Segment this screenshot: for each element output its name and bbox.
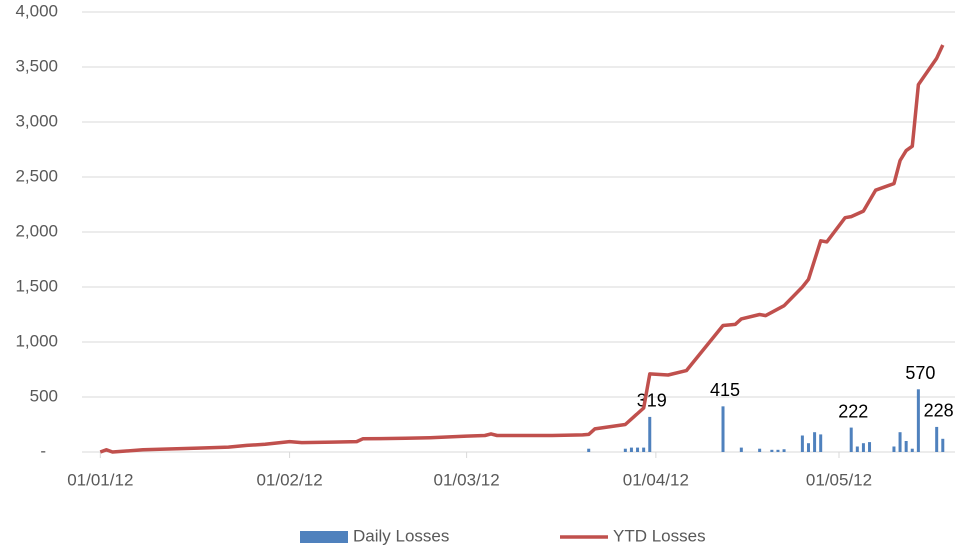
line xyxy=(99,44,945,454)
bar xyxy=(904,441,908,452)
bar xyxy=(629,447,633,452)
data-label: 228 xyxy=(924,401,954,421)
bar xyxy=(758,448,762,452)
bar xyxy=(813,432,817,452)
bar xyxy=(739,447,743,452)
y-tick-label: 2,000 xyxy=(15,221,58,240)
bar xyxy=(868,442,872,452)
bar xyxy=(648,416,652,452)
bar xyxy=(721,406,725,452)
bar xyxy=(776,449,780,452)
x-tick-label: 01/02/12 xyxy=(256,470,322,489)
bar xyxy=(898,432,902,452)
data-label: 415 xyxy=(710,380,740,400)
legend-label: YTD Losses xyxy=(613,526,706,545)
bar xyxy=(623,448,627,452)
bar xyxy=(855,446,859,452)
x-tick-label: 01/04/12 xyxy=(623,470,689,489)
y-tick-label: 1,000 xyxy=(15,331,58,350)
y-tick-label: 500 xyxy=(30,386,58,405)
bar xyxy=(636,447,640,452)
legend-label: Daily Losses xyxy=(353,526,449,545)
data-label: 570 xyxy=(905,363,935,383)
bar xyxy=(819,434,823,452)
x-tick-label: 01/01/12 xyxy=(67,470,133,489)
bar xyxy=(806,443,810,452)
bar xyxy=(861,443,865,452)
bar xyxy=(770,449,774,452)
bar xyxy=(642,447,646,452)
y-tick-label: 3,000 xyxy=(15,111,58,130)
bar xyxy=(910,448,914,452)
bar xyxy=(782,449,786,452)
y-tick-label: 1,500 xyxy=(15,276,58,295)
y-tick-label: 4,000 xyxy=(15,1,58,20)
bar xyxy=(587,448,591,452)
bar xyxy=(892,446,896,452)
x-tick-label: 01/05/12 xyxy=(806,470,872,489)
bar xyxy=(849,427,853,452)
bar xyxy=(941,438,945,452)
x-tick-label: 01/03/12 xyxy=(434,470,500,489)
data-label: 319 xyxy=(637,391,667,411)
legend-swatch xyxy=(300,531,348,543)
bar xyxy=(935,426,939,452)
y-tick-label: - xyxy=(40,441,46,460)
y-tick-label: 2,500 xyxy=(15,166,58,185)
y-tick-label: 3,500 xyxy=(15,56,58,75)
bar xyxy=(916,389,920,452)
data-label: 222 xyxy=(838,401,868,421)
bar xyxy=(800,435,804,452)
